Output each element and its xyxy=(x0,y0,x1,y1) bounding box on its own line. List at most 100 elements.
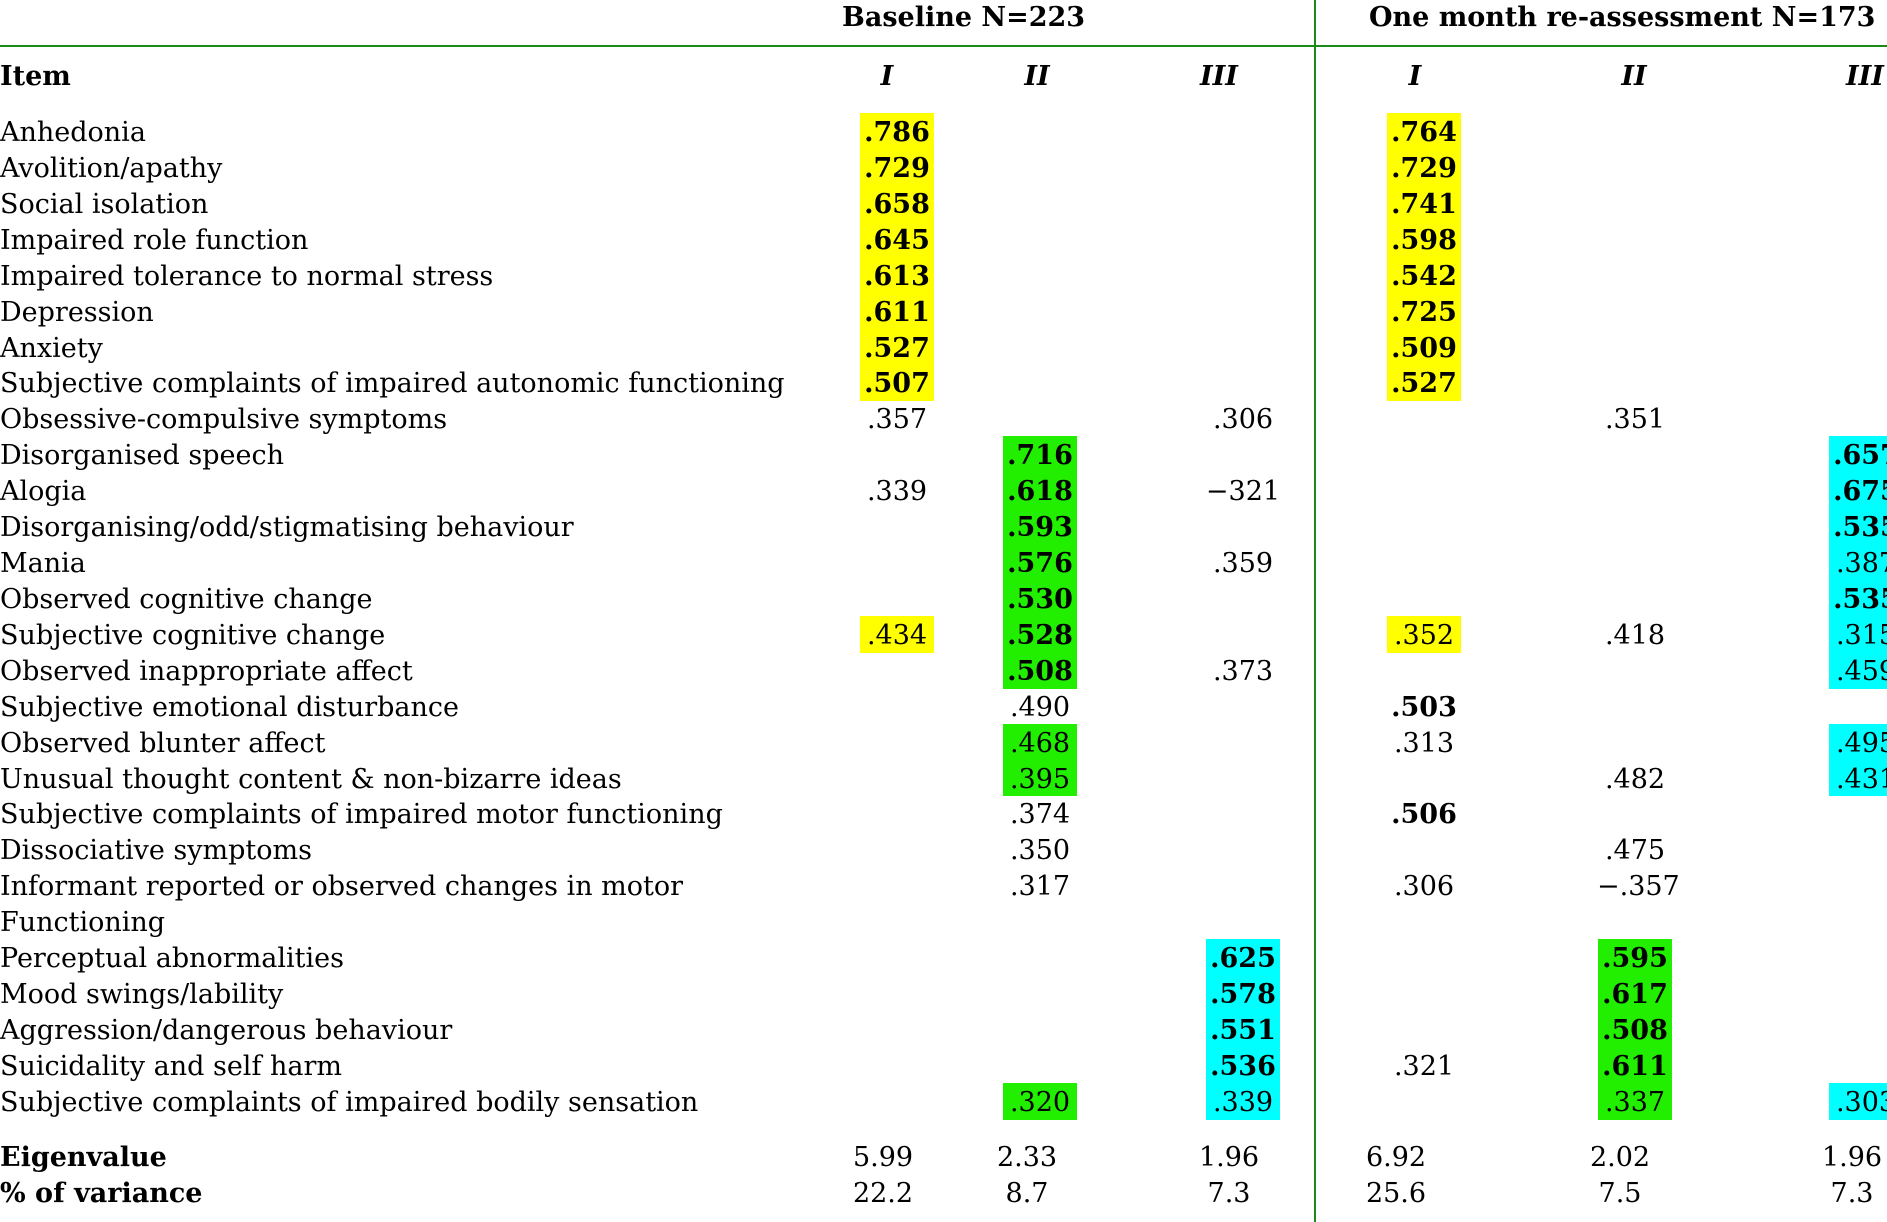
loading-highlight xyxy=(1829,723,1887,761)
loading-highlight xyxy=(1598,975,1672,1012)
loading-highlight xyxy=(1003,615,1077,653)
loading-highlight xyxy=(860,184,934,222)
item-label: Disorganised speech xyxy=(0,440,285,472)
loading-highlight xyxy=(1387,256,1461,294)
baseline-loading-II: .530 xyxy=(1007,583,1073,615)
baseline-loading-I: .613 xyxy=(864,260,930,292)
loading-highlight xyxy=(1598,1011,1672,1048)
loading-highlight xyxy=(860,113,934,150)
loading-highlight xyxy=(1387,364,1461,402)
item-label: Alogia xyxy=(0,476,87,508)
baseline-title: Baseline N=223 xyxy=(842,2,1086,33)
baseline-loading-III: .625 xyxy=(1210,943,1276,975)
followup-loading-I: .352 xyxy=(1393,619,1455,651)
followup-loading-III: .303 xyxy=(1835,1086,1887,1118)
baseline-loading-I: .339 xyxy=(866,476,928,508)
item-label: Subjective emotional disturbance xyxy=(0,691,460,723)
item-label: Anhedonia xyxy=(0,117,146,148)
baseline-loading-III: .306 xyxy=(1212,404,1274,436)
followup-loading-III: .535 xyxy=(1833,583,1887,615)
baseline-loading-III: .339 xyxy=(1212,1086,1274,1118)
loading-highlight xyxy=(1829,472,1887,510)
loading-highlight xyxy=(1829,1082,1887,1120)
item-label: Functioning xyxy=(0,907,166,939)
footer-label: % of variance xyxy=(0,1178,203,1209)
footer-label: Eigenvalue xyxy=(0,1142,167,1173)
followup-loading-I: .764 xyxy=(1391,117,1457,148)
baseline-loading-I: .507 xyxy=(864,368,930,400)
loading-highlight xyxy=(1206,939,1280,977)
followup-loading-I: .306 xyxy=(1393,871,1455,903)
baseline-loading-III: .551 xyxy=(1210,1015,1276,1046)
baseline-footer-value: 1.96 xyxy=(1198,1142,1260,1173)
followup-loading-I: .527 xyxy=(1391,368,1457,400)
baseline-footer-value: 7.3 xyxy=(1207,1178,1251,1209)
baseline-loading-II: .490 xyxy=(1009,691,1071,723)
followup-loading-II: .351 xyxy=(1604,404,1666,436)
followup-factor-II-header: II xyxy=(1621,61,1647,92)
loading-highlight xyxy=(860,148,934,186)
followup-loading-III: .387 xyxy=(1835,548,1887,580)
loading-highlight xyxy=(1003,723,1077,761)
followup-loading-I: .509 xyxy=(1391,332,1457,364)
baseline-loading-II: .716 xyxy=(1007,440,1073,472)
followup-loading-I: .598 xyxy=(1391,224,1457,256)
loading-highlight xyxy=(1387,113,1461,150)
item-label: Subjective complaints of impaired autono… xyxy=(0,368,785,400)
baseline-loading-III: .359 xyxy=(1212,548,1274,580)
followup-loading-II: .611 xyxy=(1602,1050,1668,1082)
baseline-loading-III: .373 xyxy=(1212,655,1274,687)
loading-highlight xyxy=(1206,1011,1280,1048)
followup-loading-II: −.357 xyxy=(1597,871,1680,903)
baseline-loading-II: .528 xyxy=(1007,619,1073,651)
baseline-factor-I-header: I xyxy=(880,61,894,92)
baseline-loading-I: .658 xyxy=(864,188,930,220)
loading-highlight xyxy=(860,256,934,294)
followup-loading-I: .506 xyxy=(1391,799,1457,831)
baseline-loading-III: .578 xyxy=(1210,979,1276,1011)
followup-loading-II: .482 xyxy=(1604,763,1666,795)
loading-highlight xyxy=(860,220,934,258)
item-label: Observed cognitive change xyxy=(0,583,373,615)
loading-highlight xyxy=(1003,508,1077,546)
item-label: Subjective complaints of impaired motor … xyxy=(0,799,723,831)
followup-loading-III: .657 xyxy=(1833,440,1887,472)
item-label: Observed inappropriate affect xyxy=(0,655,413,687)
baseline-factor-III-header: III xyxy=(1200,61,1238,92)
item-label: Impaired role function xyxy=(0,224,309,256)
loading-highlight xyxy=(1387,148,1461,186)
loading-highlight xyxy=(1387,292,1461,330)
followup-loading-II: .595 xyxy=(1602,943,1668,975)
item-label: Informant reported or observed changes i… xyxy=(0,871,684,903)
baseline-loading-I: .527 xyxy=(864,332,930,364)
followup-loading-I: .503 xyxy=(1391,691,1457,723)
item-label: Subjective complaints of impaired bodily… xyxy=(0,1086,699,1118)
baseline-loading-II: .350 xyxy=(1009,835,1071,867)
loading-highlight xyxy=(1003,472,1077,510)
loading-highlight xyxy=(1206,1082,1280,1120)
baseline-loading-I: .645 xyxy=(864,224,930,256)
baseline-loading-I: .611 xyxy=(864,296,930,328)
baseline-loading-III: −321 xyxy=(1205,476,1281,508)
item-label: Depression xyxy=(0,296,154,328)
followup-loading-III: .431 xyxy=(1835,763,1887,795)
item-label: Avolition/apathy xyxy=(0,152,223,184)
loading-highlight xyxy=(1598,1046,1672,1084)
loading-highlight xyxy=(860,364,934,402)
item-label: Unusual thought content & non-bizarre id… xyxy=(0,763,622,795)
followup-loading-III: .675 xyxy=(1833,476,1887,508)
loading-highlight xyxy=(1829,759,1887,797)
item-label: Mania xyxy=(0,548,86,580)
baseline-loading-II: .395 xyxy=(1009,763,1071,795)
baseline-loading-II: .576 xyxy=(1007,548,1073,580)
baseline-loading-II: .317 xyxy=(1009,871,1071,903)
baseline-loading-II: .618 xyxy=(1007,476,1073,508)
followup-loading-II: .418 xyxy=(1604,619,1666,651)
loading-highlight xyxy=(860,615,934,653)
loading-highlight xyxy=(1003,651,1077,689)
loading-highlight xyxy=(1206,1046,1280,1084)
loading-highlight xyxy=(1387,220,1461,258)
baseline-factor-II-header: II xyxy=(1024,61,1050,92)
baseline-loading-II: .374 xyxy=(1009,799,1071,831)
baseline-footer-value: 8.7 xyxy=(1005,1178,1049,1209)
